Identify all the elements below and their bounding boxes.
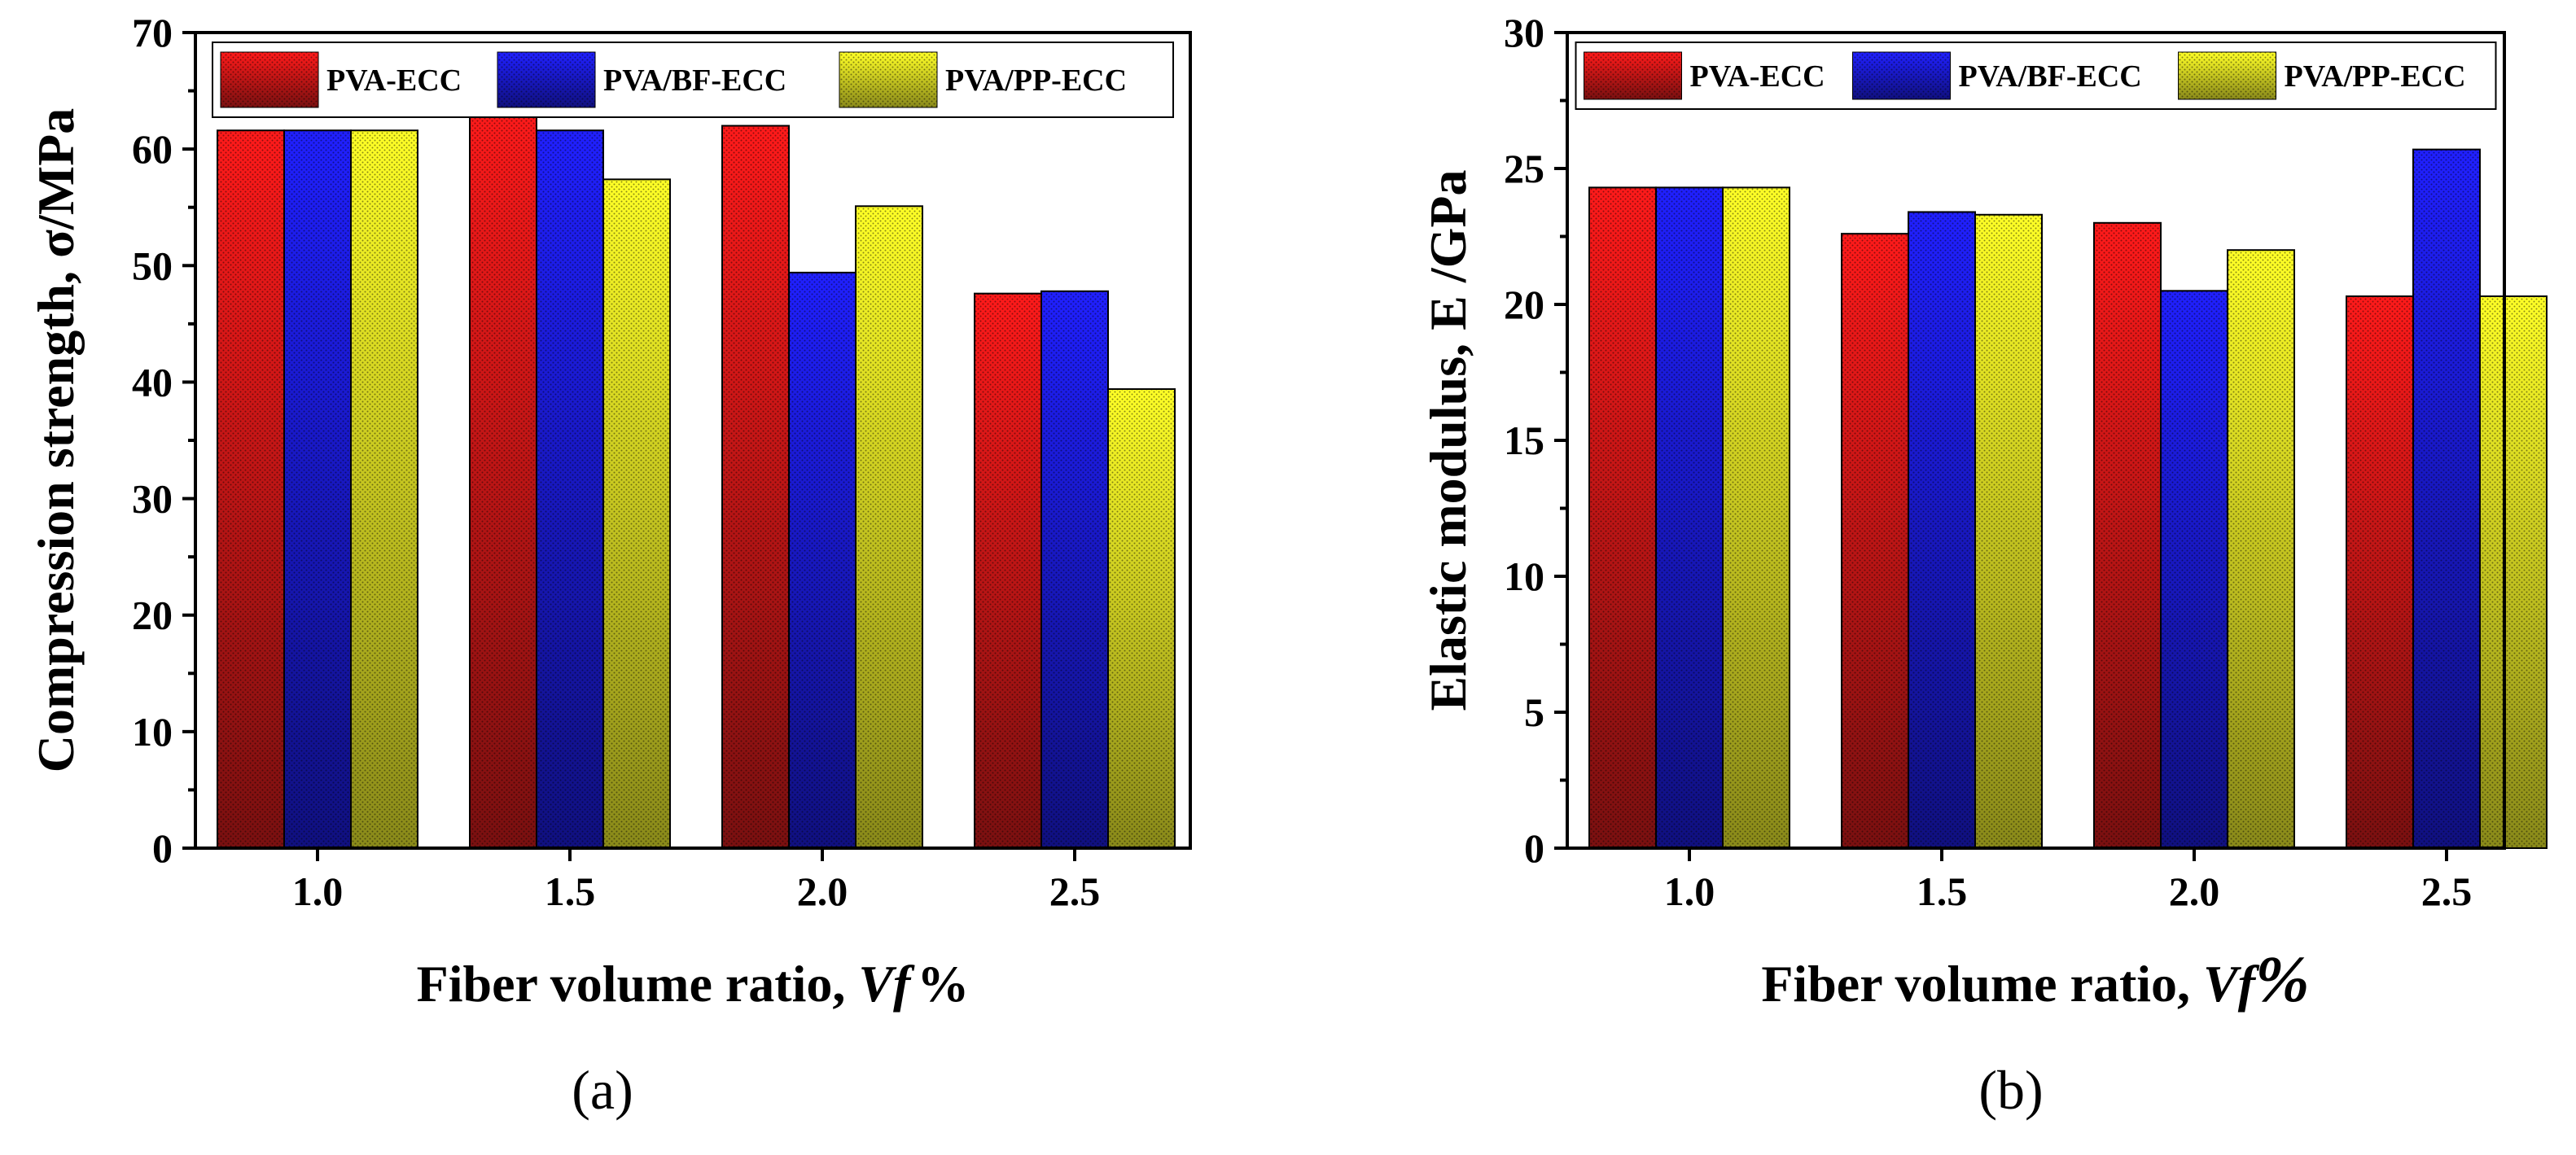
x-axis-title-main: Fiber volume ratio,	[417, 955, 859, 1013]
legend-label-pva-bf-ecc: PVA/BF-ECC	[603, 63, 786, 98]
y-ticks: 0 5 10 15 20 25 30	[1504, 10, 1567, 871]
bar-texture	[856, 206, 922, 849]
x-tick-label: 1.0	[1664, 868, 1715, 914]
bar-texture	[603, 179, 670, 849]
bar-texture	[2413, 149, 2480, 848]
y-tick-label: 0	[1524, 825, 1544, 871]
bar-texture	[2228, 250, 2294, 848]
y-tick-label: 10	[1504, 553, 1544, 599]
legend-swatch-texture	[497, 52, 595, 107]
legend: PVA-ECC PVA/BF-ECC PVA/PP-ECC	[212, 42, 1174, 118]
bar-texture	[789, 272, 856, 849]
legend: PVA-ECC PVA/BF-ECC PVA/PP-ECC	[1575, 42, 2497, 110]
bar-texture	[1589, 187, 1656, 848]
legend-swatch-texture	[1584, 52, 1682, 99]
x-ticks: 1.0 1.5 2.0 2.5	[1664, 848, 2473, 914]
panel-label-b: (b)	[1978, 1059, 2043, 1121]
bar-texture	[1842, 234, 1908, 848]
x-tick-label: 2.0	[797, 868, 848, 914]
x-axis-title-var: Vf	[2203, 955, 2260, 1013]
y-tick-label: 30	[1504, 10, 1544, 55]
y-tick-label: 50	[132, 243, 173, 288]
legend-label-pva-ecc: PVA-ECC	[326, 63, 462, 98]
x-tick-label: 2.0	[2169, 868, 2220, 914]
x-tick-label: 1.5	[545, 868, 596, 914]
bar-texture	[2480, 295, 2547, 849]
y-tick-label: 10	[132, 709, 173, 755]
x-tick-label: 1.0	[292, 868, 344, 914]
bar-texture	[217, 130, 284, 849]
y-tick-label: 5	[1524, 689, 1544, 735]
legend-box	[212, 42, 1174, 118]
bar-texture	[722, 125, 789, 848]
bars-group	[1588, 148, 2548, 850]
legend-label-pva-bf-ecc: PVA/BF-ECC	[1959, 59, 2142, 94]
bar-texture	[975, 293, 1041, 848]
bar-texture	[2094, 222, 2161, 848]
bar-texture	[537, 130, 603, 849]
y-ticks: 0 10 20 30 40 50 60 70	[132, 10, 195, 871]
bar-texture	[1656, 187, 1723, 848]
y-tick-label: 70	[132, 10, 173, 55]
x-axis-title-unit: %	[917, 955, 969, 1013]
bar-texture	[1041, 291, 1108, 849]
legend-swatch-texture	[839, 52, 937, 107]
x-axis-title: Fiber volume ratio, Vf%	[417, 955, 970, 1013]
legend-label-pva-pp-ecc: PVA/PP-ECC	[945, 63, 1127, 98]
x-tick-label: 2.5	[1049, 868, 1101, 914]
bar-texture	[2161, 291, 2228, 848]
bar-texture	[1975, 214, 2042, 848]
x-ticks: 1.0 1.5 2.0 2.5	[292, 848, 1101, 914]
chart-panel-a: 0 10 20 30 40 50 60 70 1.0 1.5 2.0 2.5 PVA-ECC PVA/…	[27, 10, 1192, 1121]
y-axis-title: Compression strength, σ/MPa	[27, 108, 85, 772]
x-axis-title-unit: %	[2255, 944, 2310, 1016]
x-axis-title-var: Vf	[858, 955, 915, 1013]
y-tick-label: 20	[1504, 282, 1544, 327]
bar-texture	[284, 130, 351, 849]
bar-texture	[1723, 187, 1790, 848]
y-axis-title: Elastic modulus, E /GPa	[1419, 170, 1477, 711]
y-tick-label: 40	[132, 359, 173, 405]
bars-group	[217, 101, 1176, 850]
panel-label-a: (a)	[572, 1059, 633, 1121]
bar-texture	[351, 130, 418, 849]
legend-swatch-texture	[1852, 52, 1951, 99]
legend-box	[1575, 42, 2497, 110]
bar-texture	[470, 102, 537, 848]
legend-swatch-texture	[2178, 52, 2276, 99]
x-axis-title-main: Fiber volume ratio,	[1761, 955, 2203, 1013]
bar-texture	[2346, 295, 2413, 849]
y-tick-label: 25	[1504, 146, 1544, 191]
legend-label-pva-pp-ecc: PVA/PP-ECC	[2285, 59, 2466, 94]
y-tick-label: 20	[132, 593, 173, 638]
bar-texture	[1908, 212, 1975, 848]
y-tick-label: 15	[1504, 418, 1544, 463]
y-tick-label: 60	[132, 126, 173, 172]
y-tick-label: 30	[132, 476, 173, 522]
x-tick-label: 1.5	[1917, 868, 1968, 914]
legend-label-pva-ecc: PVA-ECC	[1690, 59, 1825, 94]
x-axis-title: Fiber volume ratio, Vf%	[1761, 944, 2309, 1016]
chart-panel-b: 0 5 10 15 20 25 30 1.0 1.5 2.0 2.5 PVA-ECC PVA/BF-…	[1419, 10, 2548, 1121]
legend-swatch-texture	[221, 52, 318, 107]
y-tick-label: 0	[152, 825, 173, 871]
x-tick-label: 2.5	[2421, 868, 2473, 914]
bar-texture	[1108, 389, 1175, 848]
